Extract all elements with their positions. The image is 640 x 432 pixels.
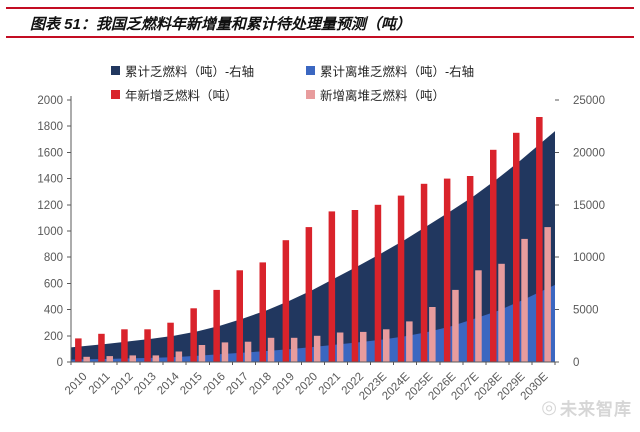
bar	[383, 329, 390, 363]
svg-text:10000: 10000	[573, 252, 605, 264]
watermark: ◎ 未来智库	[541, 395, 632, 420]
bar	[75, 338, 82, 362]
bar	[121, 329, 128, 363]
bar	[490, 149, 497, 362]
legend-label: 累计离堆乏燃料（吨）-右轴	[320, 64, 475, 79]
bar	[443, 178, 451, 362]
bar	[536, 117, 543, 362]
bar	[521, 238, 528, 362]
svg-text:2015: 2015	[178, 371, 205, 398]
svg-text:1400: 1400	[37, 174, 63, 186]
bar	[236, 270, 243, 362]
bar-series-new-offsite	[83, 227, 551, 363]
watermark-text: 未来智库	[560, 400, 632, 419]
bar	[328, 211, 336, 362]
x-axis-labels: 2010201120122013201420152016201720182019…	[63, 370, 551, 402]
svg-text:200: 200	[44, 331, 63, 343]
bar	[83, 356, 90, 362]
svg-text:2011: 2011	[87, 371, 113, 397]
svg-text:1000: 1000	[37, 226, 63, 238]
bar	[198, 345, 206, 362]
svg-text:1800: 1800	[37, 121, 63, 133]
svg-text:2013: 2013	[132, 371, 159, 398]
bar	[475, 270, 482, 362]
watermark-logo-icon: ◎	[541, 397, 558, 417]
right-axis-labels: 0 5000 10000 15000 20000 25000	[573, 95, 605, 369]
figure-title: 图表 51：我国乏燃料年新增量和累计待处理量预测（吨）	[30, 16, 411, 33]
bar	[406, 321, 413, 362]
legend-marker-red-square-icon	[111, 89, 120, 99]
bar	[282, 240, 290, 362]
svg-text:800: 800	[44, 252, 63, 264]
title-rule-top	[6, 7, 634, 9]
legend-marker-navy-square-icon	[111, 65, 120, 75]
svg-text:20000: 20000	[573, 147, 605, 159]
legend-label: 年新增乏燃料（吨）	[125, 88, 238, 103]
bar	[513, 132, 520, 363]
bar	[351, 210, 359, 362]
legend-label: 新增离堆乏燃料（吨）	[320, 88, 446, 103]
bar	[259, 262, 266, 362]
bar	[213, 289, 220, 362]
svg-text:2010: 2010	[63, 371, 90, 398]
bar	[190, 308, 197, 362]
area-series-0	[71, 131, 555, 362]
bar	[305, 227, 313, 362]
bar	[106, 356, 113, 362]
svg-text:0: 0	[57, 357, 63, 369]
svg-text:2016: 2016	[201, 371, 228, 398]
legend-item-annual-new-spent-fuel: 年新增乏燃料（吨）	[111, 87, 238, 103]
bar-series-annual-new	[75, 117, 543, 363]
legend-marker-pink-square-icon	[306, 89, 315, 99]
bar	[498, 263, 505, 363]
svg-text:2017: 2017	[224, 371, 251, 398]
svg-text:2021: 2021	[317, 371, 344, 398]
legend-marker-blue-square-icon	[306, 65, 315, 75]
bar	[336, 332, 344, 362]
bar	[244, 341, 252, 362]
bar	[144, 329, 151, 363]
svg-text:2018: 2018	[247, 371, 274, 398]
bar	[544, 227, 551, 362]
bar	[167, 322, 174, 362]
svg-text:600: 600	[44, 278, 63, 290]
legend-item-cumulative-spent-fuel: 累计乏燃料（吨）-右轴	[111, 63, 255, 79]
svg-text:2014: 2014	[155, 370, 182, 397]
svg-text:15000: 15000	[573, 200, 605, 212]
bar	[420, 183, 428, 362]
bar	[221, 342, 229, 362]
bar	[175, 351, 183, 362]
svg-text:2020: 2020	[294, 371, 321, 398]
legend-item-cumulative-offsite-spent-fuel: 累计离堆乏燃料（吨）-右轴	[306, 63, 475, 79]
svg-text:0: 0	[573, 357, 579, 369]
left-axis-labels: 0 200 400 600 800 1000 1200 1400 1600 1800 2000	[37, 95, 63, 369]
svg-text:25000: 25000	[573, 95, 605, 107]
axes	[67, 96, 559, 365]
svg-text:2000: 2000	[37, 95, 63, 107]
bar	[429, 307, 436, 362]
svg-text:1200: 1200	[37, 200, 63, 212]
bar	[313, 335, 321, 362]
svg-text:2012: 2012	[109, 371, 136, 398]
bar	[267, 337, 275, 362]
svg-text:2019: 2019	[270, 371, 297, 398]
bar	[129, 355, 136, 362]
legend-label: 累计乏燃料（吨）-右轴	[125, 64, 255, 79]
svg-text:5000: 5000	[573, 305, 599, 317]
bar	[360, 331, 367, 362]
legend-item-new-offsite-spent-fuel: 新增离堆乏燃料（吨）	[306, 87, 446, 103]
bar	[466, 176, 474, 362]
bar	[452, 289, 459, 362]
svg-text:1600: 1600	[37, 147, 63, 159]
bar	[397, 195, 405, 362]
bar	[290, 337, 298, 362]
title-rule-bottom	[6, 36, 634, 38]
bar	[98, 333, 105, 362]
bar	[152, 355, 160, 362]
svg-text:400: 400	[44, 305, 63, 317]
bar	[374, 204, 382, 362]
